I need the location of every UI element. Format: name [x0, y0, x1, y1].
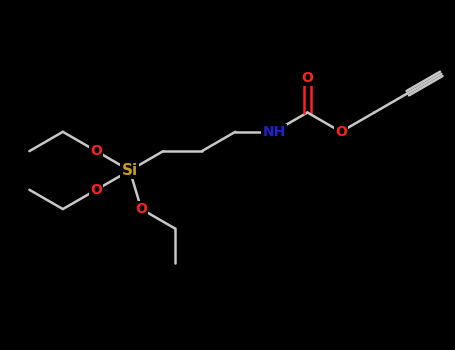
Text: O: O [335, 125, 347, 139]
Text: Si: Si [121, 163, 138, 178]
Text: O: O [136, 202, 147, 216]
Text: O: O [91, 144, 102, 158]
Text: O: O [302, 71, 313, 85]
Text: O: O [91, 183, 102, 197]
Text: NH: NH [263, 125, 286, 139]
